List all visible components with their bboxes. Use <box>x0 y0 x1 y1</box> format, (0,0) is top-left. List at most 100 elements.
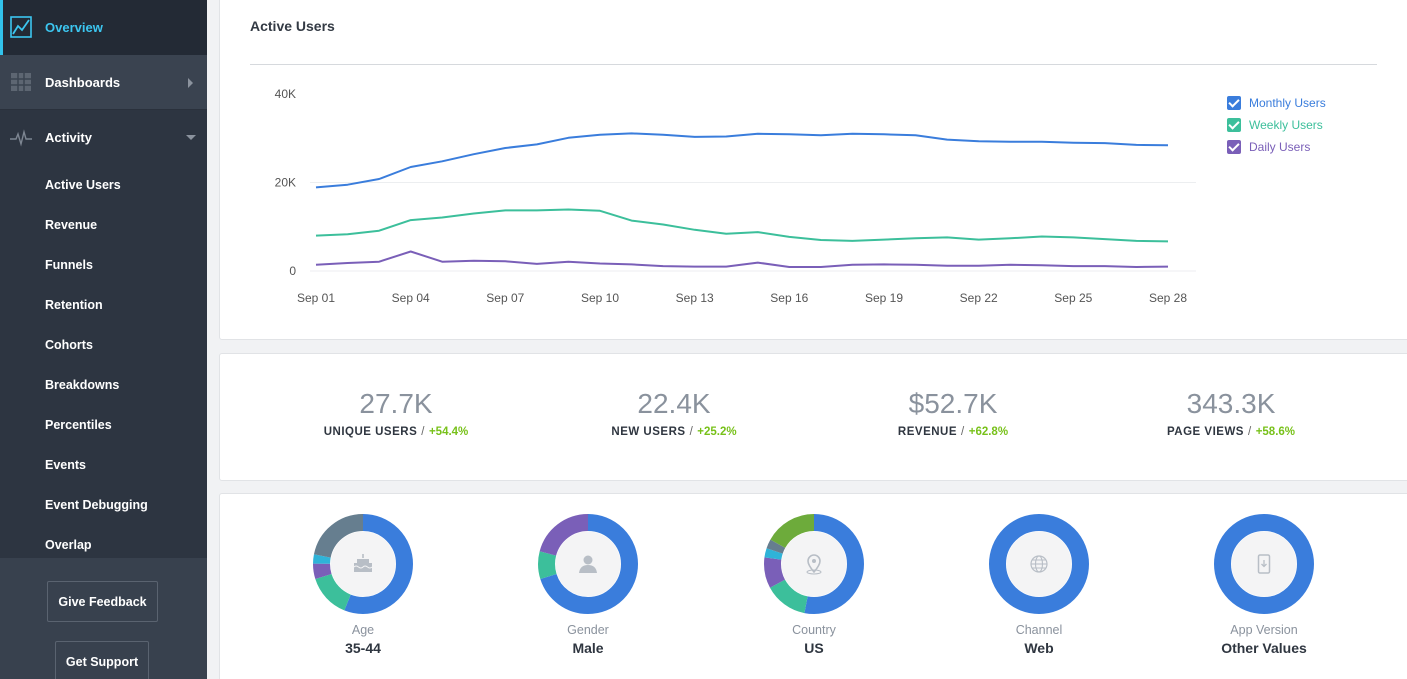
stat-label: PAGE VIEWS <box>1166 426 1244 438</box>
sidebar-item-event-debugging[interactable]: Event Debugging <box>45 498 148 512</box>
donut-country[interactable]: Country US <box>724 513 904 656</box>
donut-segment[interactable] <box>764 514 864 614</box>
phone-icon <box>1257 554 1271 574</box>
checkbox-icon[interactable] <box>1227 118 1241 132</box>
donut-segment[interactable] <box>989 514 1089 614</box>
sidebar-item-events[interactable]: Events <box>45 458 86 472</box>
donut-value: Web <box>1024 640 1054 656</box>
line-chart-icon <box>10 16 32 38</box>
donut-value: Male <box>572 640 604 656</box>
x-tick-label: Sep 01 <box>297 291 335 305</box>
donut-gender[interactable]: Gender Male <box>498 513 678 656</box>
donut-age[interactable]: Age 35-44 <box>273 513 453 656</box>
legend-label: Monthly Users <box>1249 96 1326 110</box>
donut-value: Other Values <box>1221 640 1307 656</box>
pulse-icon <box>10 129 32 147</box>
legend-item-monthly[interactable]: Monthly Users <box>1227 92 1326 114</box>
donut-segment[interactable] <box>764 514 864 614</box>
nav-dashboards-label: Dashboards <box>45 74 121 90</box>
legend-item-daily[interactable]: Daily Users <box>1227 136 1326 158</box>
nav-activity[interactable]: Activity <box>0 110 207 165</box>
checkbox-icon[interactable] <box>1227 96 1241 110</box>
donut-segment[interactable] <box>1214 514 1314 614</box>
donut-chart[interactable] <box>1213 513 1315 615</box>
series-line-weekly-users[interactable] <box>315 208 1169 243</box>
donut-label: Age <box>351 623 375 637</box>
donut-channel[interactable]: Channel Web <box>949 513 1129 656</box>
sidebar-item-breakdowns[interactable]: Breakdowns <box>45 378 120 392</box>
x-tick-label: Sep 28 <box>1149 291 1187 305</box>
stat-value: 343.3K <box>1186 388 1276 419</box>
sidebar-item-funnels[interactable]: Funnels <box>45 258 93 272</box>
x-tick-label: Sep 07 <box>486 291 524 305</box>
donut-center <box>781 531 847 597</box>
y-tick-label: 0 <box>289 264 296 278</box>
legend-label: Weekly Users <box>1249 118 1323 132</box>
sidebar: Overview Dashboards Activity Active User… <box>0 0 207 679</box>
donut-chart[interactable] <box>537 513 639 615</box>
donut-label: App Version <box>1230 623 1298 637</box>
donut-label: Gender <box>567 623 609 637</box>
get-support-button[interactable]: Get Support <box>55 641 149 679</box>
x-tick-label: Sep 19 <box>865 291 903 305</box>
stat-change: +58.6% <box>1255 426 1296 438</box>
stat-value: $52.7K <box>908 388 998 419</box>
stat-revenue: $52.7K REVENUE / +62.8% <box>823 388 1083 438</box>
donut-segment[interactable] <box>538 514 638 614</box>
x-tick-label: Sep 10 <box>581 291 619 305</box>
stat-new-users: 22.4K NEW USERS / +25.2% <box>544 388 804 438</box>
donut-chart[interactable] <box>763 513 865 615</box>
sidebar-footer: Give Feedback Get Support <box>0 558 207 679</box>
donut-chart[interactable] <box>988 513 1090 615</box>
stats-panel <box>219 353 1407 481</box>
stat-page-views: 343.3K PAGE VIEWS / +58.6% <box>1101 388 1361 438</box>
donut-segment[interactable] <box>538 514 638 614</box>
y-tick-label: 40K <box>275 87 296 101</box>
donut-chart[interactable] <box>312 513 414 615</box>
globe-icon <box>1030 555 1048 573</box>
x-tick-label: Sep 16 <box>770 291 808 305</box>
donut-label: Channel <box>1015 623 1063 637</box>
sidebar-item-retention[interactable]: Retention <box>45 298 103 312</box>
sidebar-item-revenue[interactable]: Revenue <box>45 218 98 232</box>
stat-label: NEW USERS <box>611 426 686 438</box>
cake-icon <box>353 554 373 572</box>
x-tick-label: Sep 04 <box>392 291 430 305</box>
stat-value: 27.7K <box>359 388 433 419</box>
donut-label: Country <box>792 623 836 637</box>
donut-segment[interactable] <box>313 514 413 614</box>
sidebar-item-percentiles[interactable]: Percentiles <box>45 418 112 432</box>
stat-label: REVENUE <box>897 426 958 438</box>
grid-icon <box>11 73 31 91</box>
donut-app-version[interactable]: App Version Other Values <box>1174 513 1354 656</box>
legend-label: Daily Users <box>1249 140 1311 154</box>
chart-legend: Monthly Users Weekly Users Daily Users <box>1227 92 1326 158</box>
nav-overview[interactable]: Overview <box>0 0 207 55</box>
x-tick-label: Sep 13 <box>676 291 714 305</box>
sidebar-item-active-users[interactable]: Active Users <box>45 178 121 192</box>
chevron-right-icon <box>188 78 193 88</box>
nav-overview-label: Overview <box>45 20 103 35</box>
checkbox-icon[interactable] <box>1227 140 1241 154</box>
legend-item-weekly[interactable]: Weekly Users <box>1227 114 1326 136</box>
donut-value: 35-44 <box>345 640 381 656</box>
stat-change: +62.8% <box>968 426 1009 438</box>
nav-dashboards[interactable]: Dashboards <box>0 55 207 110</box>
series-line-daily-users[interactable] <box>315 250 1169 268</box>
location-icon <box>806 554 822 575</box>
title-divider <box>250 64 1377 65</box>
donut-value: US <box>804 640 824 656</box>
stat-change: +54.4% <box>428 426 469 438</box>
donut-segment[interactable] <box>313 514 413 614</box>
y-tick-label: 20K <box>275 176 296 190</box>
series-line-monthly-users[interactable] <box>315 132 1169 189</box>
active-users-panel <box>219 0 1407 340</box>
nav-activity-label: Activity <box>45 130 92 145</box>
sidebar-item-cohorts[interactable]: Cohorts <box>45 338 93 352</box>
x-tick-label: Sep 22 <box>960 291 998 305</box>
give-feedback-button[interactable]: Give Feedback <box>47 581 158 622</box>
sidebar-item-overlap[interactable]: Overlap <box>45 538 92 552</box>
stat-unique-users: 27.7K UNIQUE USERS / +54.4% <box>266 388 526 438</box>
user-icon <box>579 555 597 573</box>
